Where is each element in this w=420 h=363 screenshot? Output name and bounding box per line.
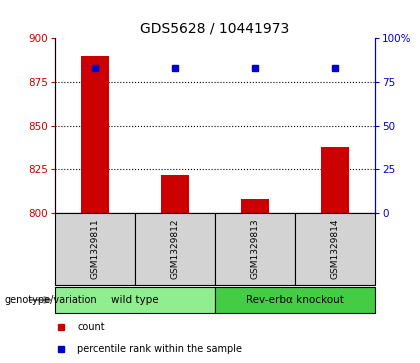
Text: GSM1329814: GSM1329814	[331, 219, 339, 279]
Bar	[295, 213, 375, 285]
Bar	[135, 213, 215, 285]
Text: GSM1329811: GSM1329811	[90, 219, 100, 279]
Text: count: count	[77, 322, 105, 332]
Bar	[241, 199, 269, 213]
Bar	[215, 287, 375, 313]
Bar	[321, 147, 349, 213]
Bar	[55, 287, 215, 313]
Bar	[55, 213, 135, 285]
Bar	[81, 56, 109, 213]
Title: GDS5628 / 10441973: GDS5628 / 10441973	[140, 21, 290, 36]
Text: percentile rank within the sample: percentile rank within the sample	[77, 344, 242, 354]
Text: GSM1329812: GSM1329812	[171, 219, 179, 279]
Text: wild type: wild type	[111, 295, 159, 305]
Text: GSM1329813: GSM1329813	[250, 219, 260, 279]
Bar	[161, 175, 189, 213]
Bar	[215, 213, 295, 285]
Text: genotype/variation: genotype/variation	[4, 295, 97, 305]
Text: Rev-erbα knockout: Rev-erbα knockout	[246, 295, 344, 305]
